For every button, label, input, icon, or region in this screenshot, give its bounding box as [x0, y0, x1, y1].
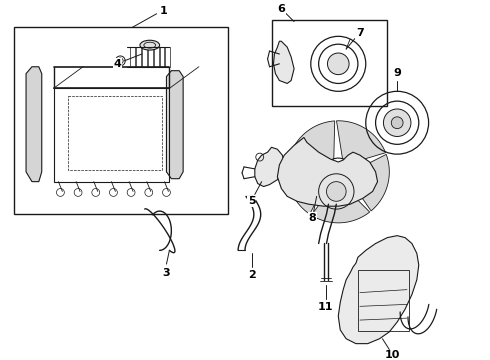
Ellipse shape [332, 166, 344, 178]
Bar [148, 47, 153, 67]
Ellipse shape [118, 58, 123, 64]
Bar [130, 47, 135, 67]
Bar [358, 270, 409, 331]
Text: 2: 2 [248, 270, 256, 280]
Bar [14, 27, 228, 214]
Bar [142, 47, 147, 67]
Ellipse shape [384, 109, 411, 136]
Text: 7: 7 [356, 28, 364, 39]
Polygon shape [337, 121, 386, 163]
Bar [68, 96, 162, 170]
Ellipse shape [392, 117, 403, 129]
Polygon shape [167, 71, 183, 179]
Polygon shape [287, 159, 327, 214]
Polygon shape [289, 121, 335, 164]
Text: 6: 6 [277, 4, 285, 14]
Polygon shape [255, 147, 284, 186]
Polygon shape [273, 41, 294, 84]
Polygon shape [349, 154, 390, 211]
Text: 3: 3 [163, 268, 170, 278]
Bar [160, 47, 165, 67]
Bar [136, 47, 141, 67]
Bar [154, 47, 159, 67]
Text: 5: 5 [248, 196, 256, 206]
Ellipse shape [326, 182, 346, 201]
Text: 1: 1 [160, 6, 168, 16]
Polygon shape [26, 67, 42, 182]
Polygon shape [311, 185, 370, 223]
Bar [53, 88, 170, 182]
Bar [166, 47, 171, 67]
Text: 10: 10 [385, 350, 400, 360]
Polygon shape [338, 236, 419, 344]
Text: 11: 11 [318, 302, 333, 312]
Text: 9: 9 [393, 68, 401, 78]
Ellipse shape [327, 53, 349, 75]
Ellipse shape [140, 40, 160, 50]
Text: 4: 4 [113, 59, 122, 69]
Text: 8: 8 [309, 213, 317, 223]
Bar [271, 20, 388, 106]
Polygon shape [277, 138, 378, 206]
